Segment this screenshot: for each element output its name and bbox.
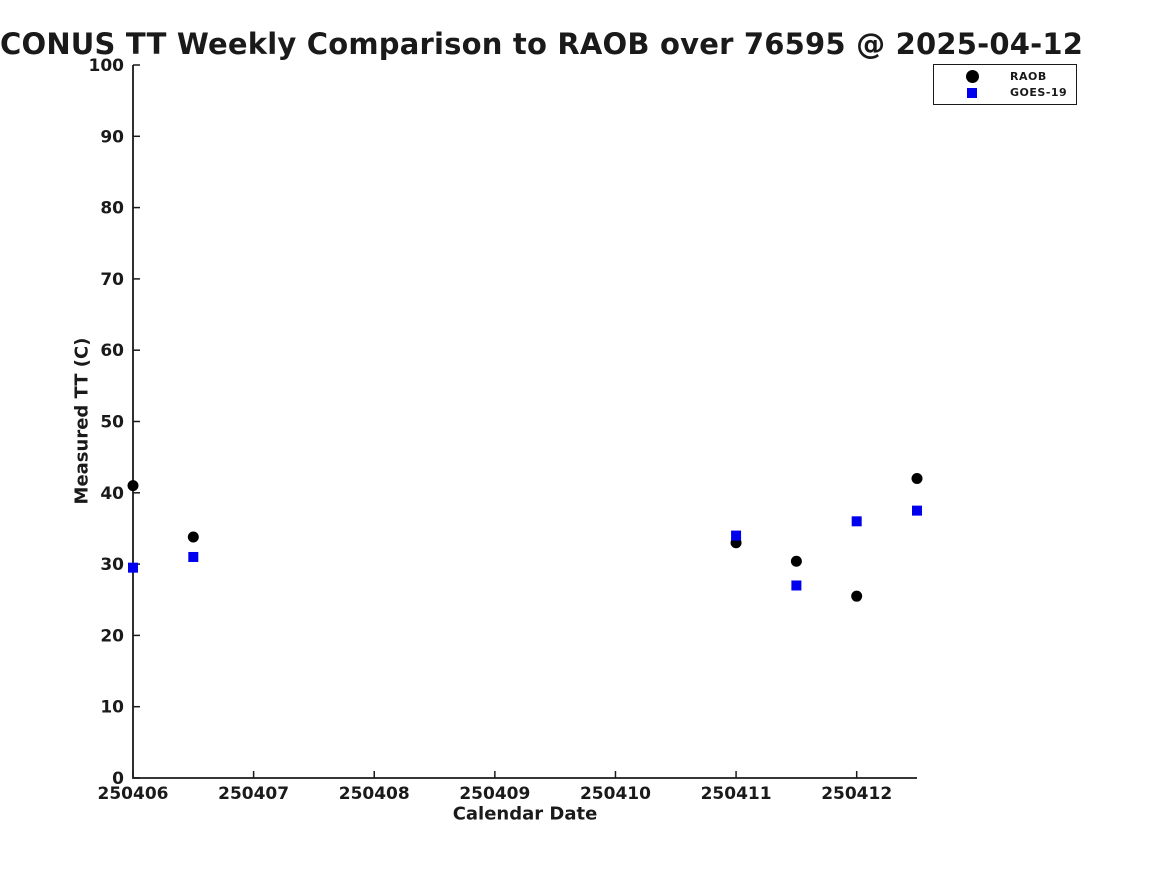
data-point-goes-19 [188, 551, 199, 562]
y-tick-label: 50 [100, 413, 124, 433]
x-tick-label: 250408 [339, 784, 410, 804]
y-tick-label: 70 [100, 270, 124, 290]
legend-label-goes19: GOES-19 [1010, 86, 1068, 99]
chart-title: CONUS TT Weekly Comparison to RAOB over … [0, 27, 1084, 61]
data-point-goes-19 [851, 516, 862, 527]
legend-marker-wrap [960, 70, 984, 83]
y-tick-label: 20 [100, 626, 124, 646]
x-tick-label: 250412 [821, 784, 892, 804]
x-tick-label: 250410 [580, 784, 651, 804]
data-point-raob [851, 590, 863, 602]
data-point-goes-19 [791, 580, 802, 591]
axis-spines [132, 65, 917, 779]
y-tick-label: 10 [100, 698, 124, 718]
legend-item-raob: RAOB [934, 69, 1076, 85]
y-tick-label: 40 [100, 484, 124, 504]
y-tick-label: 80 [100, 199, 124, 219]
data-point-raob [911, 473, 923, 485]
raob-circle-marker-icon [965, 70, 979, 83]
legend: RAOB GOES-19 [933, 64, 1077, 105]
data-point-goes-19 [128, 562, 138, 573]
data-point-goes-19 [731, 530, 742, 541]
y-tick-label: 30 [100, 555, 124, 575]
data-point-raob [127, 480, 139, 492]
y-tick-label: 60 [100, 341, 124, 361]
goes19-square-marker-icon [967, 87, 977, 98]
x-tick-label: 250406 [98, 784, 169, 804]
x-tick-label: 250411 [701, 784, 772, 804]
y-tick-label: 0 [112, 769, 124, 789]
legend-marker-wrap [960, 87, 984, 98]
x-tick-label: 250409 [459, 784, 530, 804]
y-tick-label: 90 [100, 127, 124, 147]
legend-item-goes19: GOES-19 [934, 85, 1076, 101]
y-tick-label: 100 [89, 56, 125, 76]
data-point-goes-19 [912, 505, 922, 516]
data-point-raob [187, 531, 199, 543]
data-point-raob [790, 555, 802, 567]
x-axis-label: Calendar Date [452, 803, 598, 825]
legend-label-raob: RAOB [1010, 70, 1047, 83]
x-tick-label: 250407 [218, 784, 289, 804]
